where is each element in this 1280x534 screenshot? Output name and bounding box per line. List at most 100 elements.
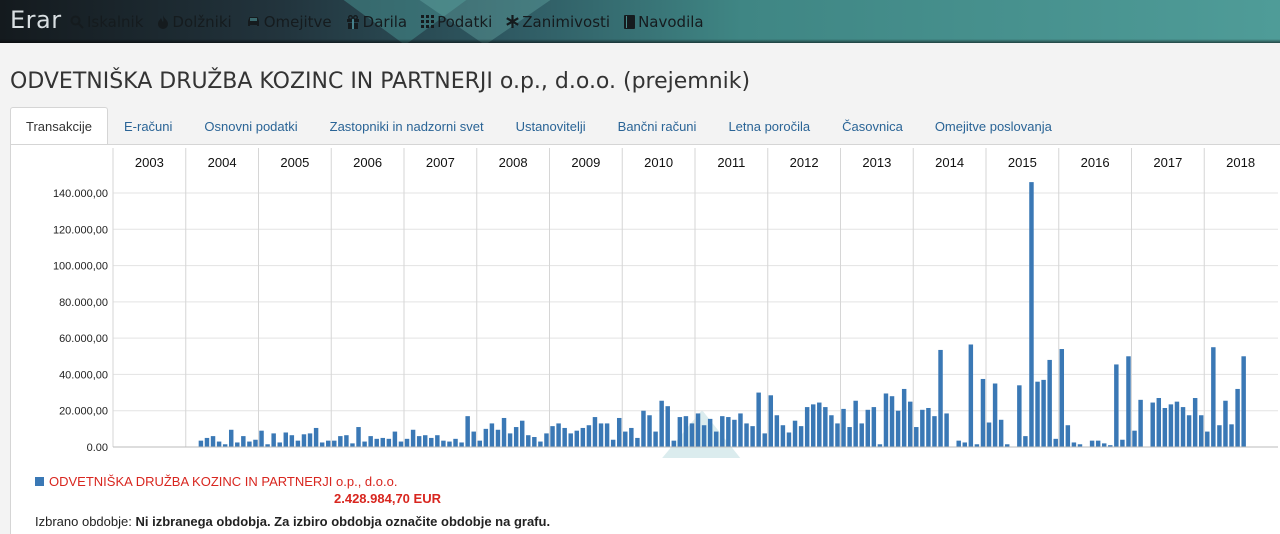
selected-period: Izbrano obdobje: Ni izbranega obdobja. Z… (35, 514, 550, 529)
legend-label[interactable]: ODVETNIŠKA DRUŽBA KOZINC IN PARTNERJI o.… (49, 474, 398, 489)
bar (1101, 443, 1107, 447)
bar (1095, 440, 1101, 447)
bar (962, 442, 968, 447)
bar (907, 401, 913, 447)
bar (1223, 400, 1228, 447)
bar (592, 417, 598, 447)
period-label: Izbrano obdobje: (35, 514, 132, 529)
bar (720, 416, 725, 447)
bar (932, 416, 937, 447)
bar (235, 442, 240, 447)
book-icon (624, 14, 636, 29)
bar (277, 442, 282, 447)
tab-letna-porocila[interactable]: Letna poročila (728, 119, 811, 134)
bar (895, 410, 901, 447)
bar (422, 435, 428, 447)
tab-ustanovitelji[interactable]: Ustanovitelji (515, 119, 586, 134)
tab-bar: Transakcije E-računi Osnovni podatki Zas… (10, 107, 1068, 145)
bar (289, 435, 295, 447)
bar (416, 436, 422, 447)
bar (319, 442, 325, 447)
nav-zanimivosti[interactable]: Zanimivosti (506, 13, 610, 31)
year-label: 2011 (717, 155, 745, 170)
bar (526, 435, 531, 447)
bar (604, 423, 610, 447)
bar (1211, 347, 1216, 447)
bar (350, 443, 355, 447)
bar (216, 441, 222, 447)
bar (732, 419, 737, 447)
bar (792, 420, 798, 447)
nav-navodila[interactable]: Navodila (624, 13, 704, 31)
grid-icon (421, 15, 435, 28)
bar (1114, 364, 1119, 447)
bar (562, 427, 567, 447)
bar (404, 438, 410, 447)
year-label: 2004 (208, 155, 237, 170)
bar (550, 426, 555, 447)
year-label: 2017 (1153, 155, 1182, 170)
bar (471, 431, 476, 447)
year-label: 2007 (426, 155, 455, 170)
tab-omejitve-poslovanja[interactable]: Omejitve poslovanja (934, 119, 1052, 134)
nav-podatki[interactable]: Podatki (421, 13, 492, 31)
nav-zanimivosti-label: Zanimivosti (522, 12, 611, 31)
bar (519, 420, 525, 447)
bar (835, 423, 840, 447)
tab-osnovni-podatki[interactable]: Osnovni podatki (204, 119, 298, 134)
year-label: 2012 (790, 155, 819, 170)
bar (513, 427, 519, 447)
tab-e-racuni[interactable]: E-računi (123, 119, 173, 134)
bar (1132, 430, 1137, 447)
bar (889, 396, 895, 447)
bar (483, 428, 489, 447)
bar (944, 413, 949, 447)
bar (877, 444, 883, 447)
bar (1180, 407, 1186, 447)
bar (544, 433, 549, 447)
bar (507, 433, 513, 447)
bar (865, 409, 871, 447)
bar (689, 423, 695, 447)
bar (1168, 404, 1174, 447)
nav-dolzniki[interactable]: Dolžniki (157, 12, 232, 31)
bar (325, 440, 331, 447)
bar (1053, 438, 1058, 447)
bar (968, 344, 974, 447)
y-tick-label: 80.000,00 (59, 297, 108, 309)
bar (1192, 398, 1198, 447)
bar (398, 441, 404, 447)
bar (374, 438, 379, 447)
y-tick-label: 0.00 (87, 442, 108, 454)
y-tick-label: 120.000,00 (53, 224, 108, 236)
bar (441, 440, 446, 447)
nav-dolzniki-label: Dolžniki (172, 12, 232, 31)
bar (756, 392, 761, 447)
bar (1004, 444, 1010, 447)
nav-omejitve[interactable]: Omejitve (246, 13, 332, 31)
tab-transakcije[interactable]: Transakcije (10, 107, 108, 145)
tab-zastopniki[interactable]: Zastopniki in nadzorni svet (329, 119, 484, 134)
transactions-chart[interactable]: 0.00 20.000,00 40.000,00 60.000,00 80.000,00… (0, 148, 1280, 458)
bar (538, 441, 543, 447)
bar (992, 383, 998, 447)
bar (726, 417, 731, 447)
bar (738, 413, 743, 447)
tab-bancni-racuni[interactable]: Bančni računi (617, 119, 697, 134)
bar (271, 433, 276, 447)
bar (1120, 439, 1125, 447)
brand-logo[interactable]: Erar (10, 6, 62, 34)
bar (956, 440, 961, 447)
bar (998, 419, 1004, 447)
nav-darila[interactable]: Darila (346, 13, 407, 31)
asterisk-icon (506, 15, 519, 28)
nav-iskalnik[interactable]: Iskalnik (70, 13, 143, 31)
bar (344, 435, 349, 447)
bar (1241, 356, 1246, 447)
bar (1150, 402, 1155, 447)
bar (1108, 445, 1113, 447)
bar (926, 407, 931, 447)
bar (707, 418, 713, 447)
tab-casovnica[interactable]: Časovnica (842, 119, 903, 134)
bar (1065, 425, 1071, 447)
